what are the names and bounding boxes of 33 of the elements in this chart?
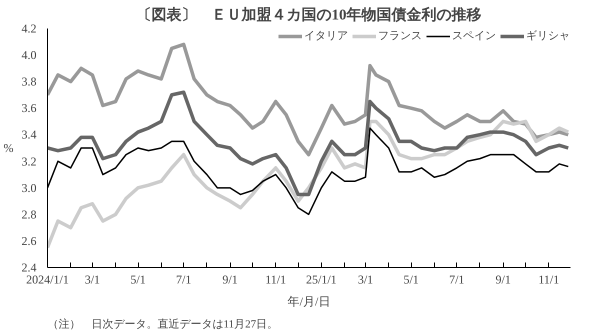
y-tick-label: 3.6 (22, 101, 36, 116)
line-series (48, 90, 570, 196)
y-tick-label: 3.4 (22, 128, 36, 142)
legend-label: イタリア (304, 29, 348, 43)
y-tick-label: 4.2 (22, 22, 36, 36)
y-tick-label: 3.2 (22, 154, 36, 168)
x-axis-title: 年/月/日 (288, 294, 330, 308)
x-tick-label: 9/1 (495, 272, 511, 286)
x-tick-label: 11/1 (265, 272, 286, 286)
y-tick-label: 2.6 (22, 234, 36, 248)
x-tick-label: 5/1 (403, 272, 419, 286)
x-tick-label: 7/1 (449, 272, 464, 286)
x-tick-label: 5/1 (130, 272, 146, 286)
y-axis-title: % (4, 141, 14, 155)
legend-label: スペイン (452, 29, 496, 43)
x-tick-label: 11/1 (538, 272, 560, 286)
line-series (48, 42, 570, 156)
y-tick-label: 3.8 (22, 74, 36, 89)
text: （注） 日次データ。直近データは11月27日。 (48, 318, 278, 330)
chart-title: 〔図表〕 ＥＵ加盟４カ国の10年物国債金利の推移 (136, 6, 482, 24)
x-tick-label: 3/1 (84, 272, 100, 286)
x-tick-label: 2024/1/1 (26, 272, 69, 286)
line-series (48, 120, 570, 250)
y-tick-label: 2.4 (22, 260, 36, 274)
x-tick-label: 9/1 (222, 272, 238, 286)
x-tick-label: 7/1 (176, 272, 192, 286)
x-tick-label: 25/1/1 (306, 272, 337, 286)
x-tick-label: 3/1 (358, 272, 374, 286)
legend-label: フランス (378, 29, 422, 43)
y-tick-label: 3.0 (22, 180, 36, 195)
y-tick-label: 2.8 (22, 207, 36, 222)
legend-label: ギリシャ (526, 29, 570, 43)
y-tick-label: 4.0 (22, 48, 36, 62)
